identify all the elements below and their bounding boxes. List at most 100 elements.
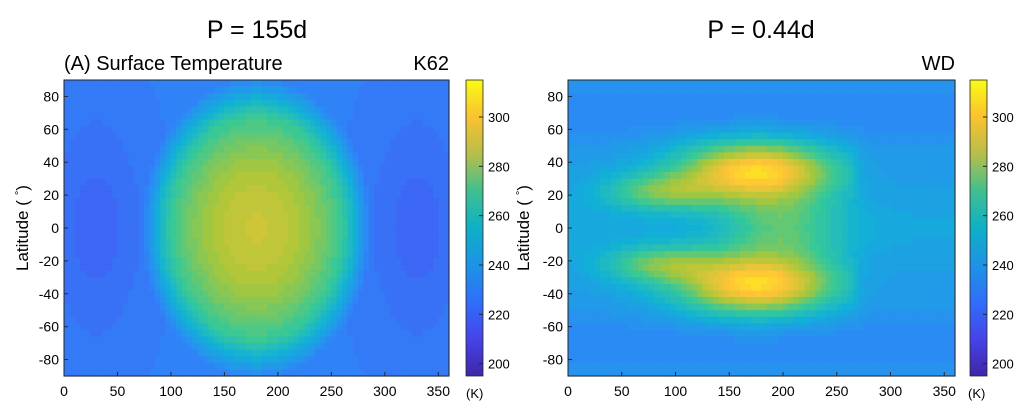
heat-cell xyxy=(267,139,274,147)
heat-cell xyxy=(594,119,601,127)
heat-cell xyxy=(176,198,183,206)
heat-cell xyxy=(213,99,220,107)
heat-cell xyxy=(352,290,359,298)
heat-cell xyxy=(707,224,714,232)
heat-cell xyxy=(331,106,338,114)
heat-cell xyxy=(122,316,129,324)
heat-cell xyxy=(416,297,423,305)
heat-cell xyxy=(400,336,407,344)
heat-cell xyxy=(213,185,220,193)
heat-cell xyxy=(261,329,268,338)
heat-cell xyxy=(203,369,209,377)
heat-cell xyxy=(320,369,327,377)
heat-cell xyxy=(432,204,439,213)
heat-cell xyxy=(691,165,698,173)
heat-cell xyxy=(138,297,145,305)
heat-cell xyxy=(395,211,402,219)
heat-cell xyxy=(331,165,338,173)
heat-cell xyxy=(256,356,263,364)
heat-cell xyxy=(627,218,634,226)
heat-cell xyxy=(138,369,145,377)
heat-cell xyxy=(320,231,327,239)
heat-cell xyxy=(933,126,940,134)
heat-cell xyxy=(342,185,349,193)
heat-cell xyxy=(589,99,596,107)
heat-cell xyxy=(416,86,423,94)
heat-cell xyxy=(777,106,784,114)
heat-cell xyxy=(799,204,806,213)
heat-cell xyxy=(128,310,135,318)
heat-cell xyxy=(347,145,354,153)
heat-cell xyxy=(809,126,816,134)
heat-cell xyxy=(573,132,580,140)
heat-cell xyxy=(815,172,822,180)
heat-cell xyxy=(96,316,103,324)
heat-cell xyxy=(235,290,242,298)
heat-cell xyxy=(627,145,634,153)
heat-cell xyxy=(761,158,768,167)
heat-cell xyxy=(251,80,258,88)
heat-cell xyxy=(395,257,402,265)
heat-cell xyxy=(122,297,129,305)
heat-cell xyxy=(901,139,908,147)
heat-cell xyxy=(363,80,370,88)
heat-cell xyxy=(411,316,418,324)
heat-cell xyxy=(342,158,349,167)
heat-cell xyxy=(723,152,730,160)
heat-cell xyxy=(885,112,892,121)
heat-cell xyxy=(181,139,188,147)
heat-cell xyxy=(277,172,284,180)
heat-cell xyxy=(80,237,86,246)
heat-cell xyxy=(648,152,655,160)
heat-cell xyxy=(133,264,140,272)
heat-cell xyxy=(149,310,156,318)
heat-cell xyxy=(213,198,220,206)
heat-cell xyxy=(422,99,429,107)
heat-cell xyxy=(352,93,359,101)
heat-cell xyxy=(170,270,177,278)
heat-cell xyxy=(648,145,655,153)
heat-cell xyxy=(331,99,338,107)
heat-cell xyxy=(616,178,623,186)
heat-cell xyxy=(320,198,327,206)
heat-cell xyxy=(352,329,359,338)
heat-cell xyxy=(729,126,736,134)
heat-cell xyxy=(74,172,81,180)
heat-cell xyxy=(432,362,439,371)
heat-cell xyxy=(267,323,274,331)
heat-cell xyxy=(783,112,789,121)
heat-cell xyxy=(416,303,423,311)
heat-cell xyxy=(675,152,682,160)
heat-cell xyxy=(144,349,151,357)
heat-cell xyxy=(664,112,671,121)
heat-cell xyxy=(154,178,161,186)
heat-cell xyxy=(422,316,429,324)
heat-cell xyxy=(691,198,698,206)
heat-cell xyxy=(944,172,951,180)
heat-cell xyxy=(267,349,274,357)
heat-cell xyxy=(128,139,135,147)
heat-cell xyxy=(879,139,886,147)
heat-cell xyxy=(863,185,870,193)
heat-cell xyxy=(643,99,650,107)
heat-cell xyxy=(390,329,397,338)
heat-cell xyxy=(422,80,429,88)
heat-cell xyxy=(723,139,730,147)
heat-cell xyxy=(750,93,757,101)
heat-cell xyxy=(443,165,450,173)
heat-cell xyxy=(406,178,413,186)
heat-cell xyxy=(820,139,827,147)
heat-cell xyxy=(826,178,832,186)
heat-cell xyxy=(235,369,242,377)
heat-cell xyxy=(320,349,327,357)
heat-cell xyxy=(406,204,413,213)
heat-cell xyxy=(432,303,439,311)
heat-cell xyxy=(336,283,343,292)
heat-cell xyxy=(901,218,908,226)
heat-cell xyxy=(654,106,660,114)
heat-cell xyxy=(847,185,854,193)
heat-cell xyxy=(90,165,97,173)
heat-cell xyxy=(224,329,231,338)
heat-cell xyxy=(400,362,407,371)
heat-cell xyxy=(101,264,108,272)
